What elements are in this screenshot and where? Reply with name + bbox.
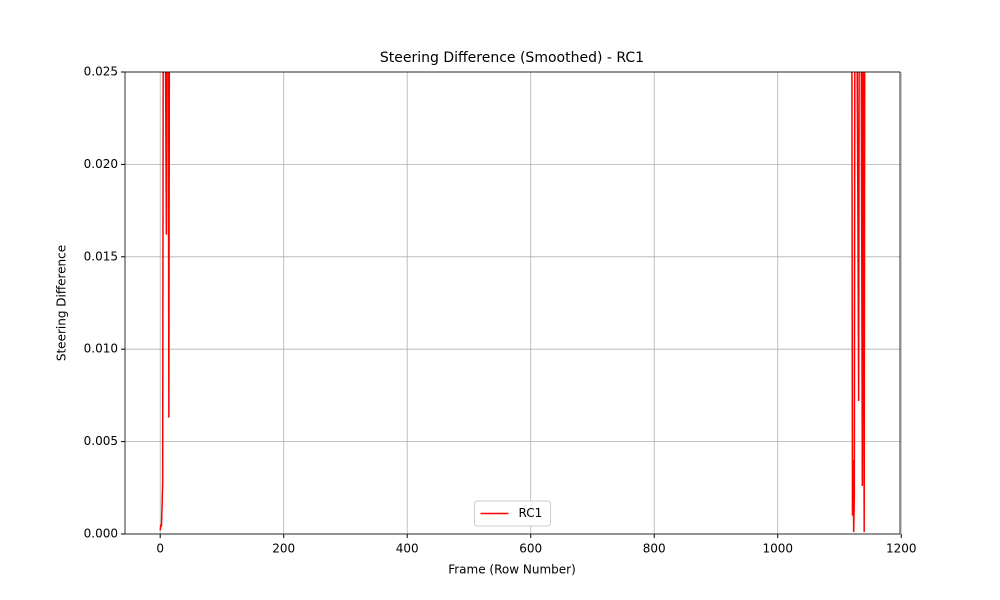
x-tick-label: 800 <box>643 542 666 556</box>
line <box>159 72 866 533</box>
x-axis-label: Frame (Row Number) <box>448 563 576 577</box>
x-tick-label: 200 <box>272 542 295 556</box>
x-tick-label: 1000 <box>762 542 793 556</box>
y-tick-label: 0.005 <box>84 434 118 448</box>
y-axis-label: Steering Difference <box>55 245 69 361</box>
x-tick-label: 600 <box>519 542 542 556</box>
y-tick-label: 0.020 <box>84 157 118 171</box>
y-tick-label: 0.010 <box>84 342 118 356</box>
plot-frame <box>124 71 901 535</box>
legend-label: RC1 <box>519 506 543 520</box>
x-tick-label: 0 <box>156 542 164 556</box>
plot-area <box>159 72 866 533</box>
x-tick-label: 400 <box>396 542 419 556</box>
y-tick-label: 0.025 <box>84 65 118 79</box>
legend-box <box>474 500 551 527</box>
chart-title: Steering Difference (Smoothed) - RC1 <box>380 50 644 66</box>
x-tick-label: 1200 <box>886 542 917 556</box>
y-tick-label: 0.015 <box>84 249 118 263</box>
y-tick-label: 0.000 <box>84 527 118 541</box>
